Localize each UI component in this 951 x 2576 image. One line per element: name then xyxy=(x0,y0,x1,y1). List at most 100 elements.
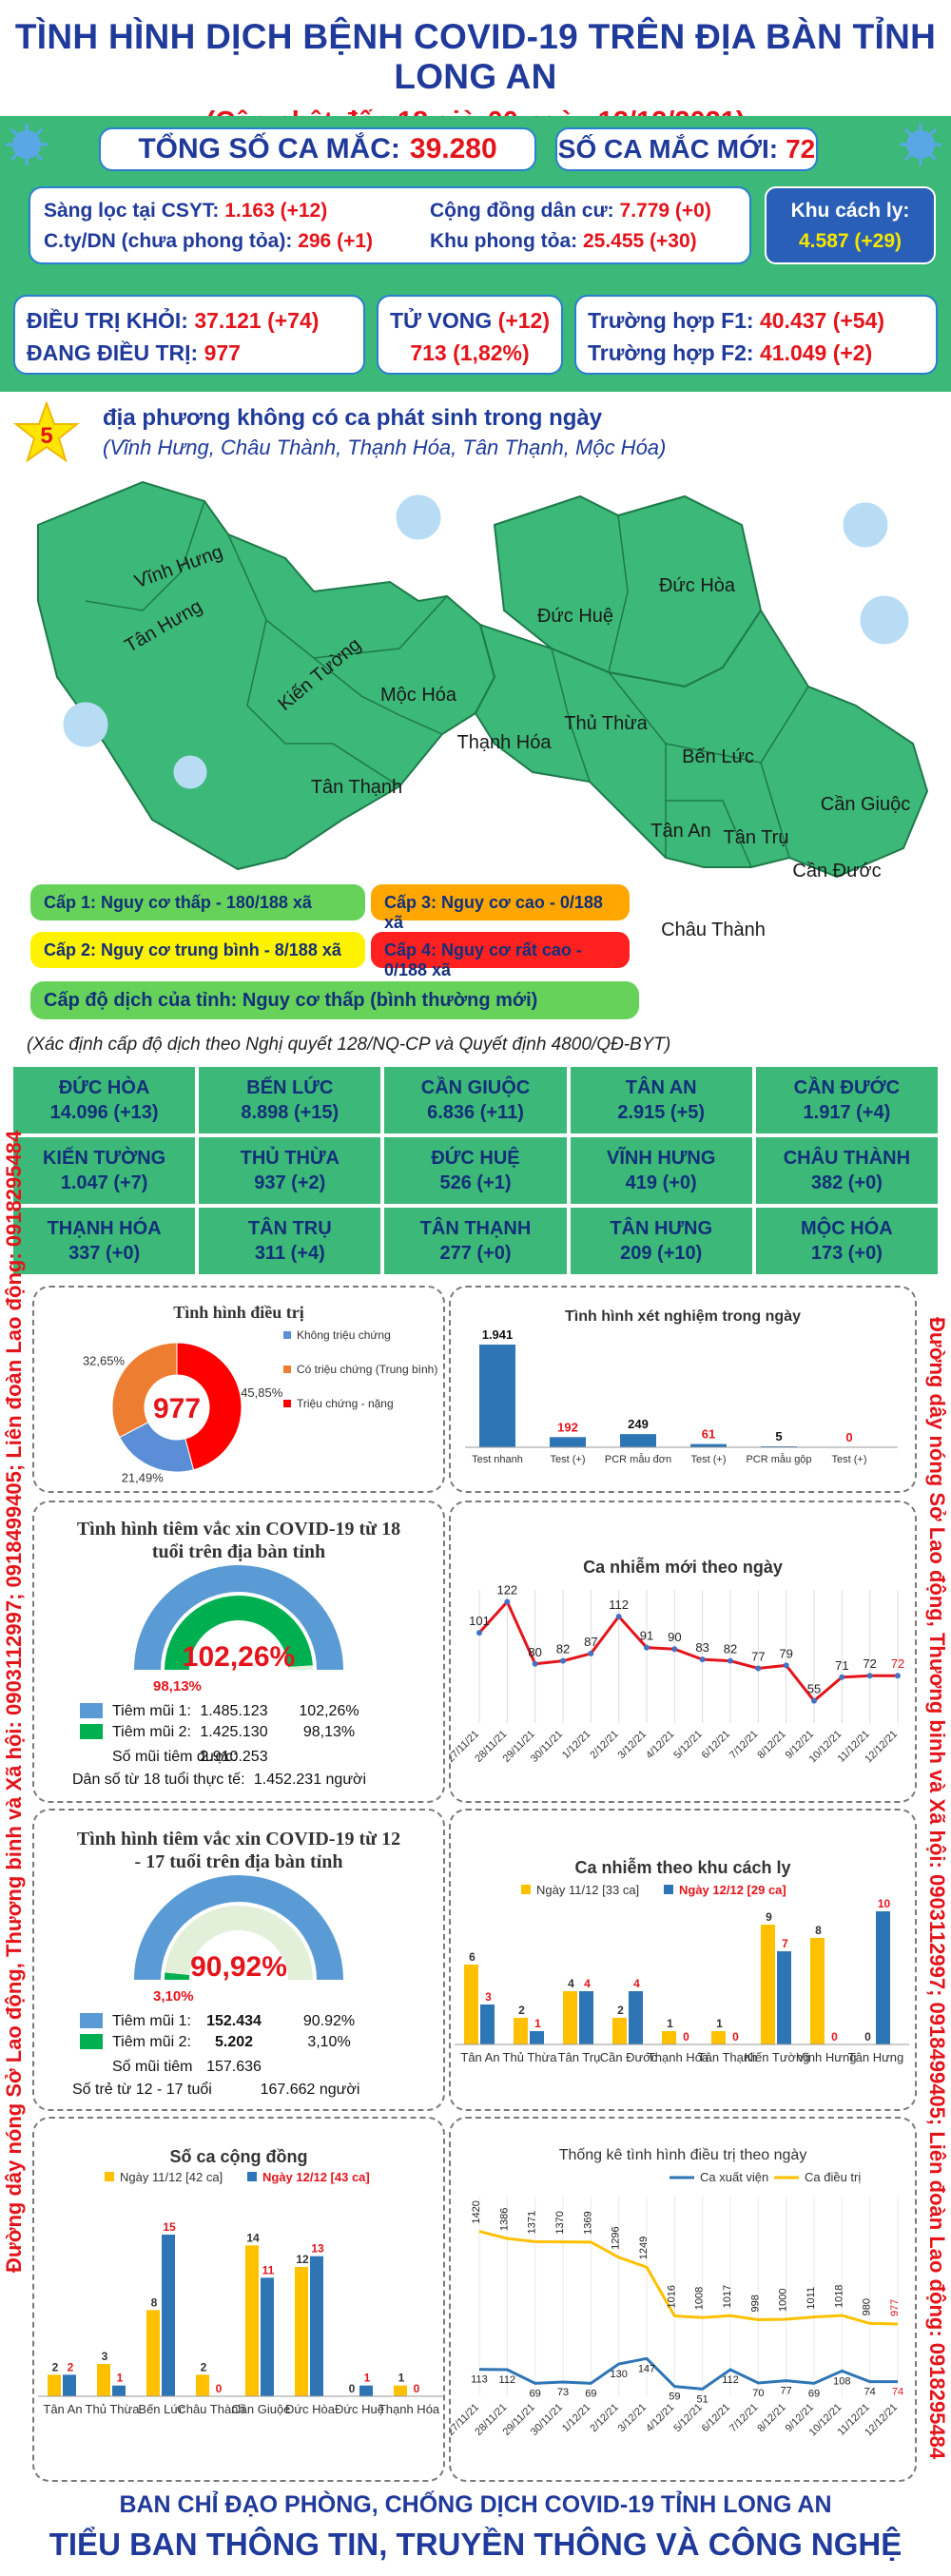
bar xyxy=(464,1965,478,2044)
map-label: Đức Huệ xyxy=(537,606,613,627)
contacts-box: Trường hợp F1: 40.437 (+54) Trường hợp F… xyxy=(574,295,938,375)
tick-label: PCR mẫu đơn xyxy=(605,1453,671,1465)
tick-label: Thủ Thừa xyxy=(86,2402,141,2416)
tick-label: Test (+) xyxy=(832,1454,867,1465)
map-region-east xyxy=(474,609,929,879)
treating-value: 977 xyxy=(204,340,241,365)
tick-label: Tân Thạnh xyxy=(698,2050,758,2064)
data-point xyxy=(728,1657,733,1664)
data-label: 70 xyxy=(752,2388,764,2399)
data-label: 11 xyxy=(262,2263,275,2276)
community-label: Cộng đồng dân cư: xyxy=(430,200,614,222)
data-label: 192 xyxy=(557,1420,578,1434)
map-label: Mộc Hóa xyxy=(380,685,457,706)
district-value: 6.836 (+11) xyxy=(427,1102,524,1123)
map-label: Tân An xyxy=(650,821,710,842)
bar xyxy=(662,2031,676,2044)
lockdown-label: Khu phong tỏa: xyxy=(430,230,578,252)
data-label: 108 xyxy=(833,2375,850,2387)
data-label: 74 xyxy=(864,2387,876,2398)
row-pct: 98,13% xyxy=(303,1724,355,1740)
map-label: Thạnh Hóa xyxy=(457,732,553,753)
tick-label: 3/12/21 xyxy=(616,1729,649,1761)
data-label: 9 xyxy=(766,1910,772,1924)
hotline-left: Đường dây nóng Sở Lao động, Thương binh … xyxy=(2,1130,26,2273)
slice-label: 32,65% xyxy=(83,1353,126,1367)
map-label: Đức Hòa xyxy=(659,575,736,596)
bar xyxy=(612,2018,627,2044)
bar xyxy=(761,1925,775,2044)
data-label: 2 xyxy=(617,2004,624,2017)
level-4-badge: Cấp 4: Nguy cơ rất cao - 0/188 xã xyxy=(371,932,630,979)
data-label: 10 xyxy=(878,1897,891,1910)
row-value: 5.202 xyxy=(215,2034,253,2050)
legend-label: Ca xuất viện xyxy=(700,2170,768,2184)
pop-label: Số trẻ từ 12 - 17 tuổi xyxy=(72,2081,212,2098)
new-cases-box: SỐ CA MẮC MỚI: 72 xyxy=(555,127,818,171)
data-label: 82 xyxy=(724,1642,737,1656)
f2-value: 41.049 (+2) xyxy=(759,340,873,365)
gauge-inner-value: 3,10% xyxy=(153,1988,194,2005)
daily-cases-line-chart: 10127/11/2112228/11/218029/11/218230/11/… xyxy=(451,1582,904,1765)
bar xyxy=(550,1437,586,1447)
legend-swatch xyxy=(521,1885,531,1894)
data-label: 1000 xyxy=(778,2289,789,2312)
tick-label: 4/12/21 xyxy=(644,1729,676,1761)
district-name: VĨNH HƯNG xyxy=(607,1148,716,1169)
data-label: 112 xyxy=(722,2374,739,2386)
legend-swatch xyxy=(80,1724,103,1739)
row-label: Tiêm mũi 2: xyxy=(112,2034,191,2050)
tick-label: Thạnh Hóa xyxy=(648,2050,709,2064)
data-label: 1386 xyxy=(498,2208,510,2231)
tick-label: 7/12/21 xyxy=(728,1729,760,1761)
data-label: 69 xyxy=(585,2388,596,2399)
district-name: THẠNH HÓA xyxy=(47,1218,162,1239)
tick-label: 5/12/21 xyxy=(671,2402,704,2434)
data-label: 6 xyxy=(469,1950,476,1964)
district-name: ĐỨC HUỆ xyxy=(431,1148,520,1169)
bar xyxy=(579,1991,593,2044)
map-region-west xyxy=(37,480,496,871)
series-line xyxy=(478,2356,898,2391)
doses-label: Số mũi tiêm xyxy=(112,2059,192,2075)
total-cases-box: TỔNG SỐ CA MẮC: 39.280 xyxy=(99,127,536,171)
data-label: 3 xyxy=(102,2350,108,2363)
no-case-count: 5 xyxy=(40,423,52,449)
chart-title: Tình hình tiêm vắc xin COVID-19 từ 18 tu… xyxy=(76,1519,401,1562)
tick-label: 5/12/21 xyxy=(671,1729,704,1761)
bar xyxy=(97,2364,110,2396)
tick-label: Kiến Tường xyxy=(744,2050,809,2064)
legend-label: Triệu chứng - nặng xyxy=(297,1397,394,1410)
data-label: 1 xyxy=(667,2017,673,2030)
footer-line-1: BAN CHỈ ĐẠO PHÒNG, CHỐNG DỊCH COVID-19 T… xyxy=(119,2491,832,2518)
legend-swatch xyxy=(105,2172,114,2181)
legend-label: Ngày 11/12 [42 ca] xyxy=(120,2170,223,2184)
district-cell: THỦ THỪA 937 (+2) xyxy=(199,1137,381,1204)
data-label: 8 xyxy=(151,2295,158,2309)
doses-label: Số mũi tiêm được: xyxy=(112,1749,237,1765)
data-label: 69 xyxy=(530,2388,541,2399)
community-value: 7.779 (+0) xyxy=(619,200,711,222)
data-label: 147 xyxy=(638,2363,655,2374)
slice-label: 21,49% xyxy=(122,1471,165,1485)
district-name: TÂN TRỤ xyxy=(247,1218,332,1239)
legend-swatch xyxy=(664,1885,673,1894)
gauge-inner-track xyxy=(287,1665,313,1670)
data-label: 51 xyxy=(697,2393,708,2405)
tick-label: 6/12/21 xyxy=(700,1729,732,1761)
data-label: 4 xyxy=(568,1977,574,1990)
data-label: 1017 xyxy=(722,2285,733,2308)
district-table: ĐỨC HÒA 14.096 (+13) BẾN LỨC 8.898 (+15) CẦN… xyxy=(13,1067,938,1274)
treating-label: ĐANG ĐIỀU TRỊ: xyxy=(27,340,199,365)
bar xyxy=(261,2277,274,2396)
vaccine-teen-panel: Tình hình tiêm vắc xin COVID-19 từ 12 - … xyxy=(32,1809,445,2111)
data-label: 7 xyxy=(782,1937,788,1950)
district-value: 311 (+4) xyxy=(254,1243,325,1264)
testing-panel: Tình hình xét nghiệm trong ngày 1.941 Tes… xyxy=(449,1286,917,1493)
csyt-value: 1.163 (+12) xyxy=(224,200,328,222)
data-point xyxy=(699,1656,706,1663)
bar xyxy=(359,2385,373,2396)
data-label: 14 xyxy=(246,2231,260,2244)
virus-icon xyxy=(63,494,909,789)
district-cell: CẦN GIUỘC 6.836 (+11) xyxy=(384,1067,567,1133)
